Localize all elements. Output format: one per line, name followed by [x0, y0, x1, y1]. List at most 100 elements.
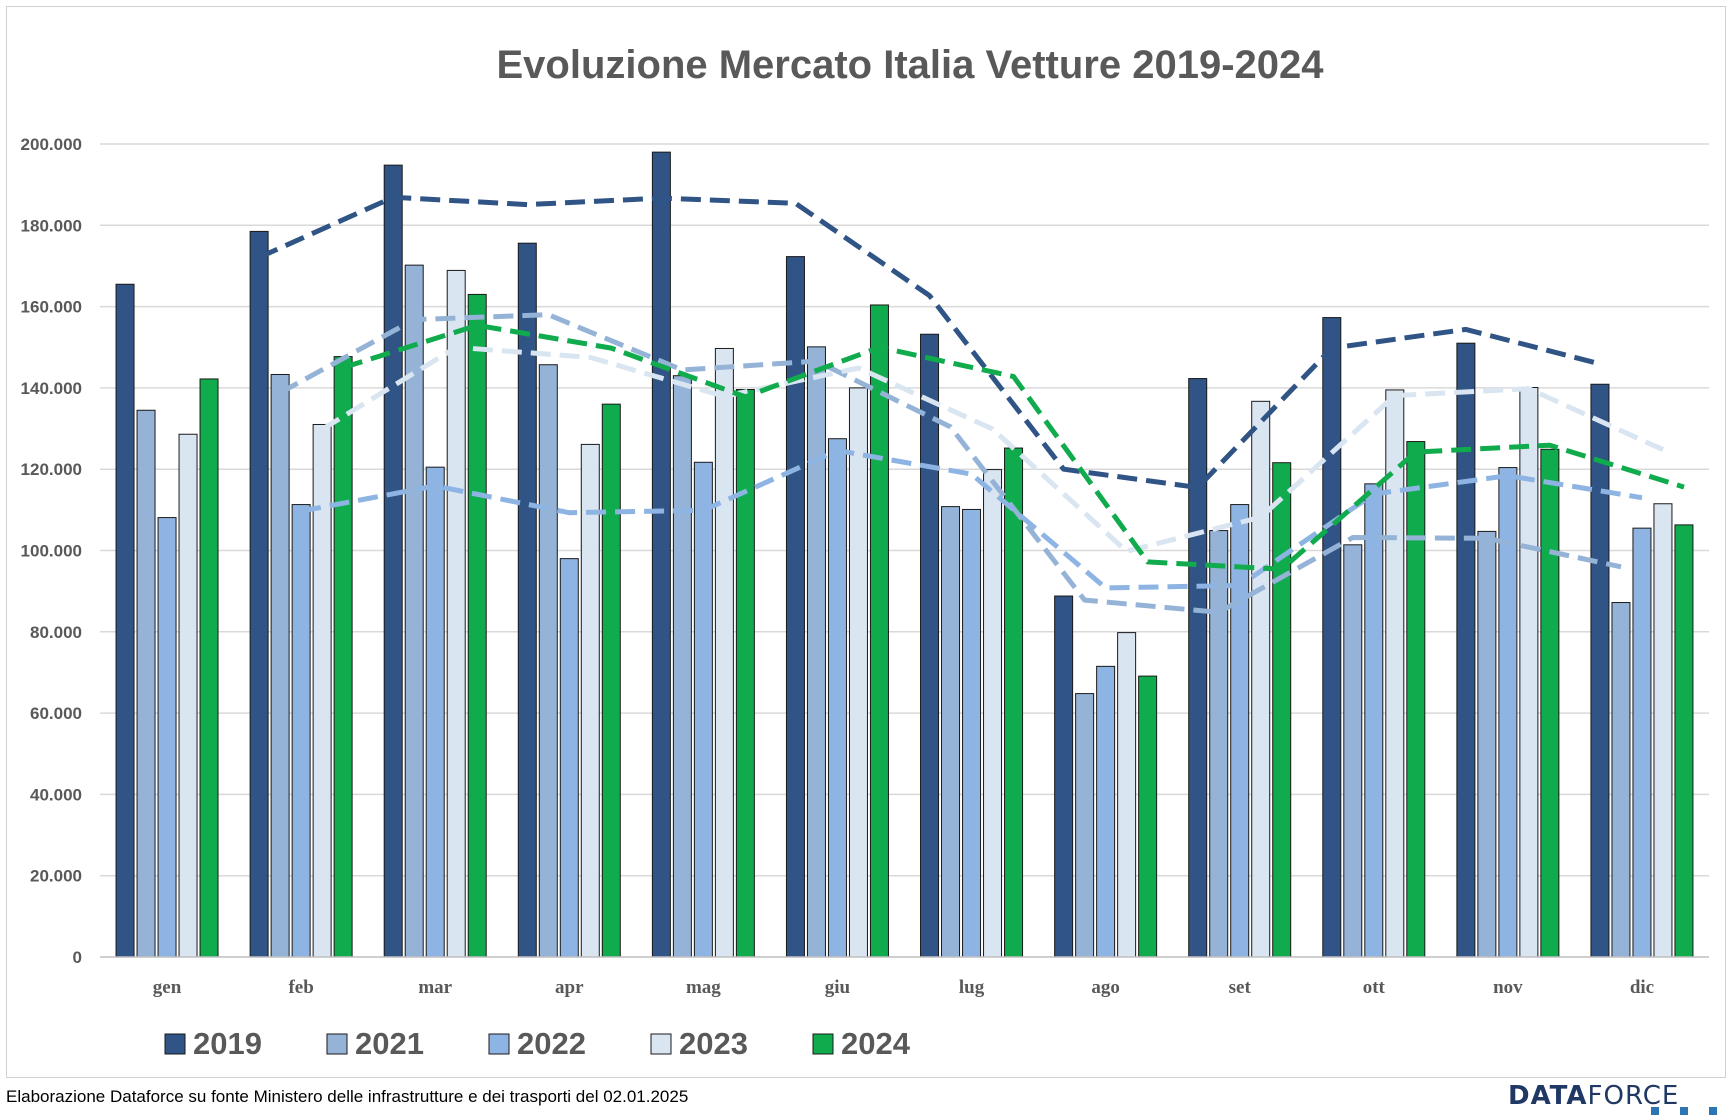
bar-2024-feb — [333, 356, 353, 958]
bar-2021-lug — [941, 506, 961, 958]
bar-2022-apr — [559, 558, 579, 958]
y-tick-label: 80.000 — [30, 623, 82, 642]
y-tick-label: 60.000 — [30, 704, 82, 723]
legend-label-2022: 2022 — [517, 1026, 586, 1061]
chart-title: Evoluzione Mercato Italia Vetture 2019-2… — [496, 43, 1324, 87]
y-axis-tick-labels: 0 20.000 40.000 60.000 80.000 100.000 120.000 1… — [21, 135, 82, 967]
bar-2023-set — [1251, 400, 1271, 958]
bar-2024-mag — [735, 389, 755, 958]
x-tick-label: apr — [555, 977, 584, 998]
bar-2019-ott — [1322, 317, 1342, 958]
bar-2021-mag — [672, 375, 692, 958]
bar-2023-gen — [178, 433, 198, 958]
logo-dot — [1651, 1107, 1659, 1115]
x-tick-label: mar — [418, 977, 452, 998]
legend-swatch-2022 — [488, 1033, 510, 1055]
bar-2024-apr — [601, 403, 621, 958]
bar-2022-giu — [827, 438, 847, 958]
bar-2023-lug — [983, 469, 1003, 958]
trendline-2019 — [258, 194, 1601, 490]
bar-2021-ott — [1343, 544, 1363, 958]
trendline-2021 — [278, 312, 1622, 615]
bar-2021-feb — [270, 373, 290, 958]
x-tick-label: lug — [959, 977, 985, 998]
bars — [115, 151, 1694, 958]
legend: 2019 2021 2022 2023 2024 — [164, 1026, 911, 1061]
y-tick-label: 140.000 — [21, 379, 82, 398]
bar-2023-nov — [1519, 386, 1539, 958]
bar-2019-mar — [383, 164, 403, 958]
x-tick-label: mag — [686, 977, 721, 998]
x-tick-label: ago — [1091, 977, 1120, 998]
bar-2021-ago — [1075, 693, 1095, 958]
legend-swatch-2021 — [326, 1033, 348, 1055]
bar-2019-set — [1188, 378, 1208, 958]
y-tick-label: 120.000 — [21, 460, 82, 479]
bar-2021-giu — [806, 346, 826, 958]
source-note: Elaborazione Dataforce su fonte Minister… — [6, 1087, 689, 1106]
bar-2021-dic — [1611, 602, 1631, 958]
logo-text-light: FORCE — [1587, 1081, 1680, 1111]
x-tick-label: gen — [153, 977, 182, 998]
bar-2022-set — [1230, 504, 1250, 958]
legend-swatch-2019 — [164, 1033, 186, 1055]
bar-2021-apr — [538, 364, 558, 958]
bar-chart: Evoluzione Mercato Italia Vetture 2019-2… — [21, 43, 1709, 1061]
bar-2023-giu — [848, 387, 868, 958]
bar-2019-lug — [920, 333, 940, 958]
y-tick-label: 180.000 — [21, 216, 82, 235]
logo-dot — [1680, 1107, 1688, 1115]
bar-2024-ago — [1138, 675, 1158, 958]
trendlines — [258, 194, 1685, 615]
y-tick-label: 0 — [73, 948, 82, 967]
logo-dot — [1709, 1107, 1717, 1115]
bar-2021-set — [1209, 530, 1229, 958]
bar-2019-gen — [115, 283, 135, 958]
dataforce-logo: DATAFORCE — [1508, 1081, 1730, 1115]
bar-2019-dic — [1590, 383, 1610, 958]
legend-label-2024: 2024 — [841, 1026, 911, 1061]
x-tick-label: ott — [1363, 977, 1386, 998]
y-tick-label: 100.000 — [21, 542, 82, 561]
x-axis-tick-labels: gen feb mar apr mag giu lug ago set ott nov dic — [153, 977, 1654, 998]
bar-2023-mag — [714, 347, 734, 958]
logo-text-bold: DATA — [1508, 1081, 1588, 1111]
legend-label-2023: 2023 — [679, 1026, 748, 1061]
bar-2024-ott — [1406, 441, 1426, 958]
x-tick-label: dic — [1630, 977, 1654, 998]
bar-2022-mag — [693, 461, 713, 958]
bar-2021-gen — [136, 409, 156, 958]
bar-2023-dic — [1653, 503, 1673, 958]
bar-2019-nov — [1456, 342, 1476, 958]
y-tick-label: 20.000 — [30, 867, 82, 886]
x-tick-label: feb — [288, 977, 313, 998]
bar-2024-mar — [467, 293, 487, 958]
bar-2023-ago — [1117, 632, 1137, 958]
bar-2023-feb — [312, 423, 332, 958]
bar-2021-nov — [1477, 530, 1497, 958]
bar-2022-lug — [962, 508, 982, 958]
bar-2022-ott — [1364, 483, 1384, 958]
trendline-2022 — [300, 448, 1643, 591]
bar-2024-giu — [869, 304, 889, 958]
legend-label-2019: 2019 — [193, 1026, 262, 1061]
bar-2024-nov — [1540, 448, 1560, 958]
trendline-2023 — [320, 344, 1665, 554]
y-tick-label: 200.000 — [21, 135, 82, 154]
legend-swatch-2024 — [812, 1033, 834, 1055]
y-tick-label: 160.000 — [21, 298, 82, 317]
x-tick-label: set — [1229, 977, 1252, 998]
bar-2024-set — [1272, 462, 1292, 958]
bar-2019-feb — [249, 230, 269, 958]
bar-2022-dic — [1632, 527, 1652, 958]
bar-2021-mar — [404, 264, 424, 958]
bar-2019-mag — [651, 151, 671, 958]
bar-2023-mar — [446, 269, 466, 958]
bar-2022-feb — [291, 504, 311, 958]
bar-2024-dic — [1674, 524, 1694, 958]
x-tick-label: giu — [825, 977, 851, 998]
gridlines — [100, 143, 1709, 877]
bar-2024-lug — [1004, 447, 1024, 958]
bar-2019-ago — [1054, 595, 1074, 958]
bar-2022-gen — [157, 517, 177, 958]
